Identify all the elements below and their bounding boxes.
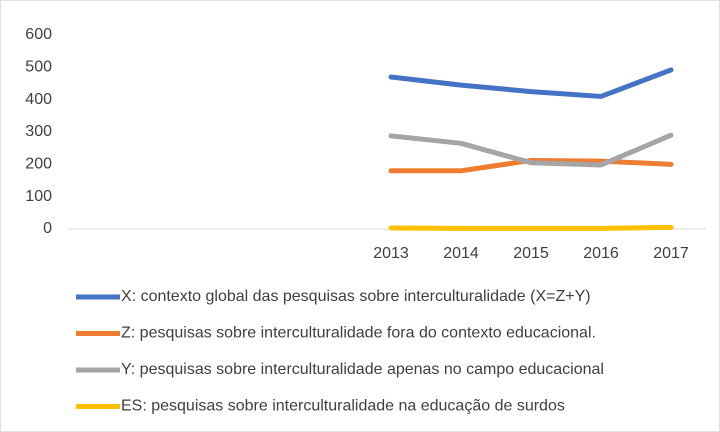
series-line: [388, 67, 674, 99]
legend-label: Z: pesquisas sobre interculturalidade fo…: [121, 325, 596, 342]
x-tick-label: 2015: [513, 245, 549, 262]
y-tick-label: 300: [25, 123, 52, 140]
y-tick-label: 400: [25, 91, 52, 108]
legend-label: X: contexto global das pesquisas sobre i…: [121, 288, 591, 305]
x-tick-label: 2014: [443, 245, 479, 262]
x-tick-label: 2013: [373, 245, 409, 262]
series-line: [388, 132, 674, 168]
legend-label: ES: pesquisas sobre interculturalidade n…: [121, 398, 565, 415]
y-tick-label: 100: [25, 188, 52, 205]
series-line: [388, 224, 674, 231]
x-tick-label: 2017: [653, 245, 689, 262]
y-tick-label: 500: [25, 59, 52, 76]
y-tick-label: 0: [43, 220, 52, 237]
x-tick-label: 2016: [583, 245, 619, 262]
y-tick-label: 200: [25, 156, 52, 173]
legend-label: Y: pesquisas sobre interculturalidade ap…: [121, 361, 604, 378]
y-tick-label: 600: [25, 26, 52, 43]
